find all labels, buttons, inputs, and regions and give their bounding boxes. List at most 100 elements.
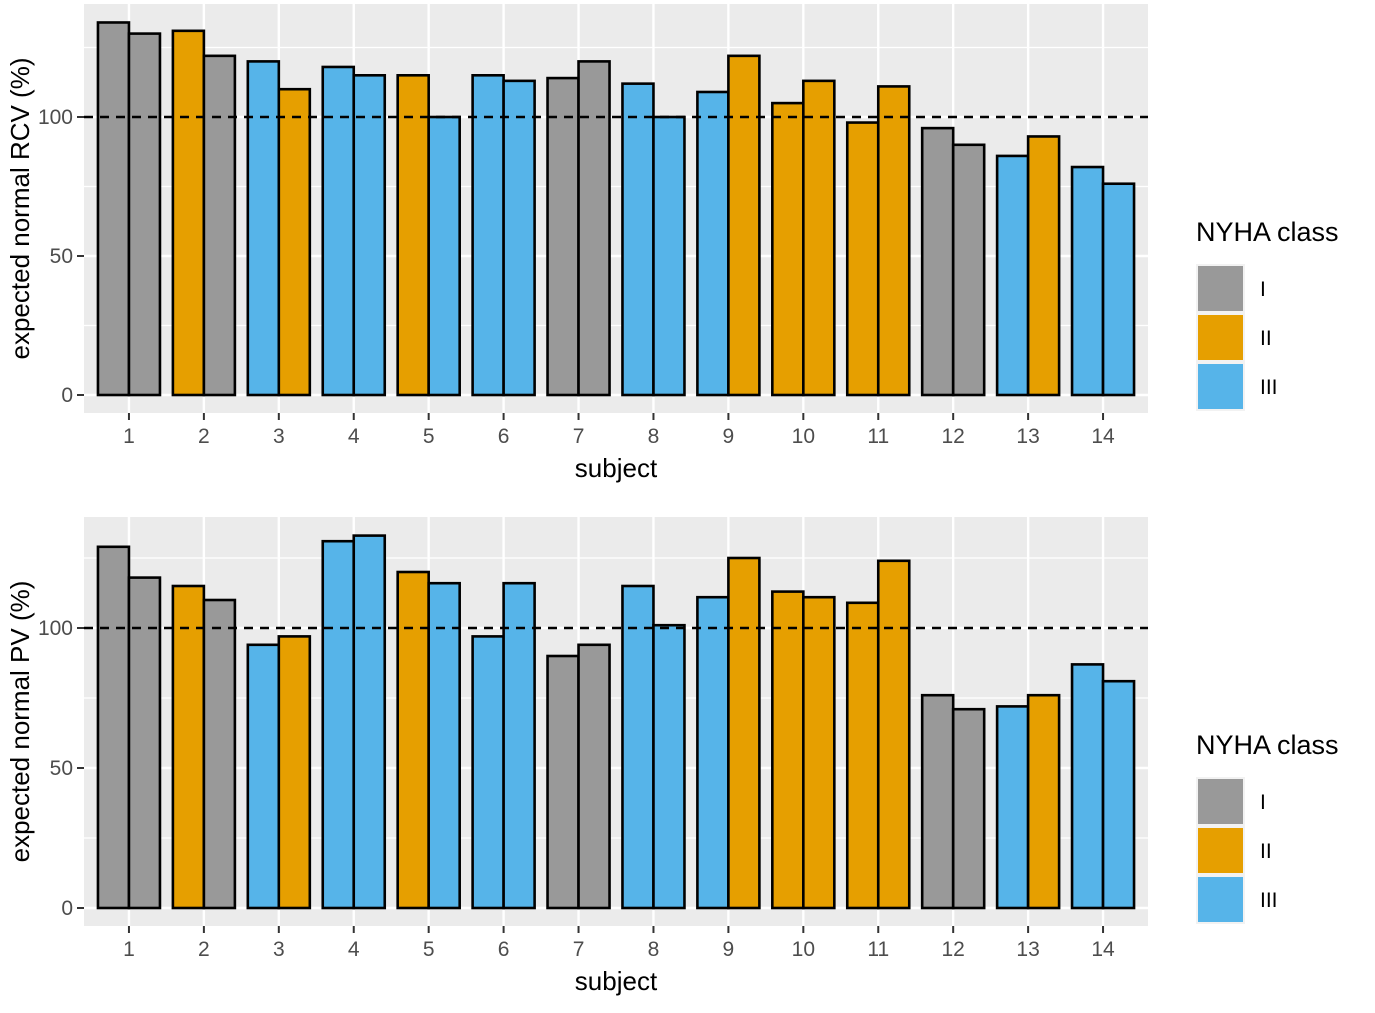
bar-subject-2-2: [202, 598, 237, 910]
x-tick-label: 11: [867, 938, 889, 961]
x-tick-label: 5: [423, 938, 435, 961]
x-tick-label: 3: [273, 425, 285, 448]
legend-swatch-II: [1198, 315, 1243, 360]
x-tick-label: 10: [792, 938, 815, 961]
bar-subject-11-1: [845, 601, 880, 910]
x-tick-label: 10: [792, 425, 815, 448]
bar-subject-10-2: [802, 79, 836, 397]
bar-subject-12-1: [920, 693, 955, 910]
bar-subject-3-1: [246, 643, 281, 910]
bar-subject-11-2: [876, 85, 911, 397]
bar-subject-12-1: [920, 126, 955, 397]
x-tick-label: 2: [198, 938, 210, 961]
bar-subject-5-2: [427, 115, 461, 397]
bar-subject-6-2: [502, 79, 536, 397]
y-tick-label: 50: [50, 245, 73, 268]
x-tick-label: 7: [573, 938, 585, 961]
bar-subject-13-1: [995, 705, 1030, 910]
x-tick-label: 12: [942, 938, 965, 961]
x-tick-label: 1: [123, 938, 135, 961]
legend-swatch-III: [1198, 364, 1243, 409]
legend-swatch-I: [1198, 779, 1243, 824]
bar-subject-6-2: [502, 581, 536, 910]
bar-subject-12-2: [951, 707, 986, 910]
x-tick-label: 13: [1016, 425, 1039, 448]
bar-subject-14-1: [1070, 165, 1105, 397]
x-tick-label: 6: [498, 425, 510, 448]
bar-subject-5-1: [396, 570, 430, 910]
bar-subject-4-1: [321, 539, 356, 910]
bar-subject-2-1: [171, 29, 206, 397]
bar-subject-9-2: [727, 54, 761, 397]
plot-background: [84, 517, 1148, 926]
bar-subject-10-2: [802, 595, 836, 910]
x-tick-label: 4: [348, 425, 360, 448]
bar-subject-8-2: [652, 115, 686, 397]
bar-subject-3-1: [246, 60, 281, 397]
bar-subject-1-2: [127, 32, 162, 397]
y-tick-label: 0: [61, 384, 73, 407]
x-tick-label: 11: [867, 425, 889, 448]
x-tick-label: 9: [723, 425, 735, 448]
bar-subject-4-2: [352, 74, 387, 397]
bar-subject-13-2: [1026, 693, 1061, 910]
plot-background: [84, 4, 1148, 413]
legend-title: NYHA class: [1196, 217, 1339, 247]
bar-subject-14-2: [1101, 679, 1136, 910]
bar-subject-11-2: [876, 559, 911, 910]
bar-subject-6-1: [471, 635, 505, 910]
bar-subject-1-1: [96, 21, 131, 397]
bar-subject-2-2: [202, 54, 237, 397]
bar-subject-3-2: [277, 87, 312, 397]
bar-subject-7-2: [577, 643, 611, 910]
bar-subject-8-1: [621, 584, 655, 910]
legend-label-III: III: [1260, 376, 1278, 399]
x-tick-label: 13: [1016, 938, 1039, 961]
bar-subject-5-1: [396, 74, 430, 397]
legend-label-III: III: [1260, 889, 1278, 912]
x-tick-label: 5: [423, 425, 435, 448]
x-tick-label: 1: [123, 425, 135, 448]
bar-subject-7-1: [546, 654, 580, 910]
bar-subject-9-1: [696, 90, 730, 397]
x-axis-title: subject: [575, 966, 658, 996]
x-tick-label: 4: [348, 938, 360, 961]
bar-subject-8-1: [621, 82, 655, 397]
x-tick-label: 14: [1091, 425, 1115, 448]
y-tick-label: 100: [38, 106, 73, 129]
x-tick-label: 6: [498, 938, 510, 961]
bar-subject-14-1: [1070, 663, 1105, 910]
bar-subject-5-2: [427, 581, 461, 910]
bar-subject-1-2: [127, 576, 162, 910]
bar-subject-4-1: [321, 65, 356, 397]
bar-subject-13-1: [995, 154, 1030, 397]
x-tick-label: 3: [273, 938, 285, 961]
x-tick-label: 14: [1091, 938, 1115, 961]
legend-swatch-I: [1198, 266, 1243, 311]
x-tick-label: 9: [723, 938, 735, 961]
legend-label-II: II: [1260, 327, 1272, 350]
y-tick-label: 100: [38, 617, 73, 640]
x-tick-label: 2: [198, 425, 210, 448]
x-tick-label: 8: [648, 425, 660, 448]
bar-subject-12-2: [951, 143, 986, 397]
legend-title: NYHA class: [1196, 730, 1339, 760]
bar-subject-6-1: [471, 74, 505, 397]
bar-subject-9-2: [727, 556, 761, 910]
x-tick-label: 7: [573, 425, 585, 448]
bar-subject-8-2: [652, 623, 686, 910]
bar-subject-11-1: [845, 121, 880, 397]
x-tick-label: 12: [942, 425, 965, 448]
bar-subject-14-2: [1101, 182, 1136, 397]
bar-subject-7-1: [546, 76, 580, 397]
y-tick-label: 0: [61, 897, 73, 920]
bar-subject-3-2: [277, 635, 312, 910]
bar-subject-10-1: [771, 590, 805, 910]
x-tick-label: 8: [648, 938, 660, 961]
